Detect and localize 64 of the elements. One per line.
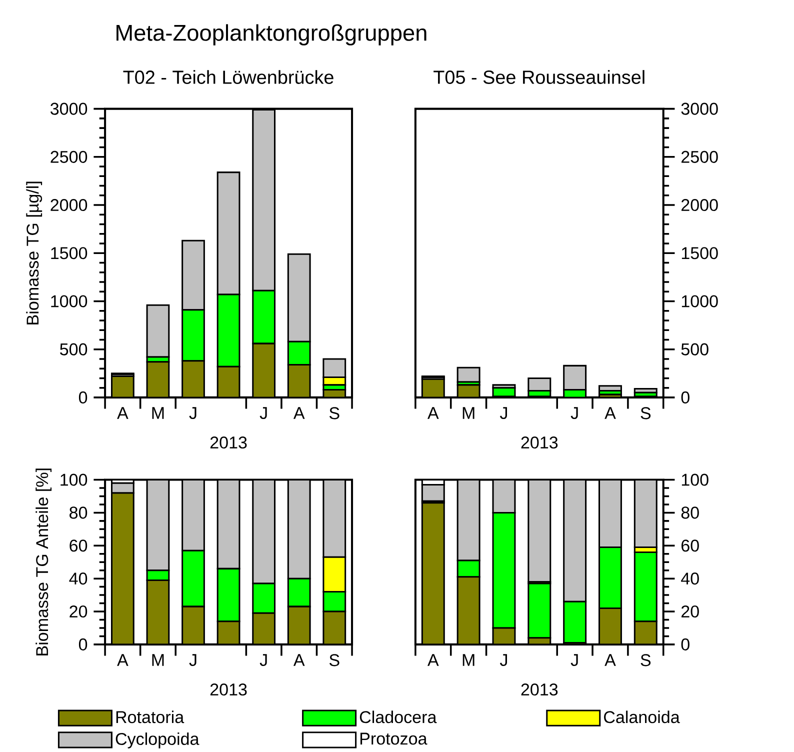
x-tick-label: J (570, 406, 578, 419)
chart-title: Meta-Zooplanktongroßgruppen (116, 24, 426, 46)
y-tick-label: 500 (681, 343, 708, 356)
legend-label: Rotatoria (116, 710, 184, 723)
x-tick-label: J (260, 406, 267, 419)
legend-label: Protozoa (360, 732, 428, 744)
y-tick-label: 100 (682, 474, 708, 486)
y-tick-label: 20 (70, 605, 88, 618)
x-tick-label: A (117, 406, 128, 419)
y-tick-label: 60 (70, 539, 88, 552)
legend-label: Calanoida (604, 710, 680, 723)
chart-subtitle: T02 - Teich Löwenbrücke (123, 70, 334, 84)
y-tick-label: 1500 (51, 246, 88, 259)
chart-subtitle: T05 - See Rousseauinsel (434, 70, 644, 84)
legend-label: Cladocera (360, 710, 437, 723)
x-tick-label: S (640, 654, 651, 666)
y-tick-label: 1000 (51, 294, 88, 308)
x-tick-label: A (293, 406, 305, 419)
legend-label: Cyclopoida (116, 732, 200, 748)
y-tick-label: 60 (682, 539, 699, 552)
y-axis-title: Biomasse TG Anteile [%] (36, 468, 52, 656)
y-tick-label: 0 (681, 391, 690, 404)
y-tick-label: 2500 (682, 150, 718, 163)
y-tick-label: 2000 (682, 198, 718, 211)
x-tick-label: A (604, 406, 616, 419)
y-tick-label: 1500 (682, 246, 718, 259)
x-axis-title: 2013 (210, 683, 247, 696)
y-tick-label: 2000 (50, 198, 88, 211)
x-tick-label: A (604, 654, 616, 666)
x-tick-label: J (189, 406, 196, 419)
y-axis-title: Biomasse TG [µg/l] (26, 182, 42, 324)
x-tick-label: M (152, 654, 164, 666)
x-tick-label: J (260, 654, 267, 666)
y-tick-label: 1000 (682, 294, 718, 308)
x-tick-label: A (428, 654, 439, 666)
x-tick-label: J (500, 406, 507, 419)
x-tick-label: M (462, 654, 474, 666)
x-axis-title: 2013 (210, 436, 247, 448)
x-tick-label: M (462, 406, 474, 419)
x-tick-label: S (640, 406, 651, 419)
y-tick-label: 2500 (50, 150, 88, 163)
y-tick-label: 100 (60, 474, 88, 486)
x-tick-label: S (329, 654, 340, 666)
y-tick-label: 3000 (681, 102, 718, 115)
x-axis-title: 2013 (521, 436, 558, 448)
y-tick-label: 80 (70, 506, 88, 519)
x-tick-label: J (189, 654, 196, 666)
y-tick-label: 80 (681, 506, 699, 519)
x-tick-label: M (152, 406, 164, 419)
y-tick-label: 0 (78, 638, 88, 650)
y-tick-label: 0 (681, 638, 690, 650)
x-tick-label: J (570, 654, 578, 666)
y-tick-label: 40 (681, 572, 699, 584)
x-tick-label: A (117, 654, 128, 666)
x-tick-label: A (428, 406, 439, 419)
x-axis-title: 2013 (521, 683, 558, 696)
x-tick-label: A (293, 654, 305, 666)
y-tick-label: 40 (69, 572, 88, 584)
x-tick-label: S (329, 406, 340, 419)
y-tick-label: 20 (682, 605, 699, 618)
y-tick-label: 500 (60, 343, 88, 356)
y-tick-label: 3000 (50, 102, 88, 115)
x-tick-label: J (500, 654, 507, 666)
y-tick-label: 0 (78, 391, 88, 404)
